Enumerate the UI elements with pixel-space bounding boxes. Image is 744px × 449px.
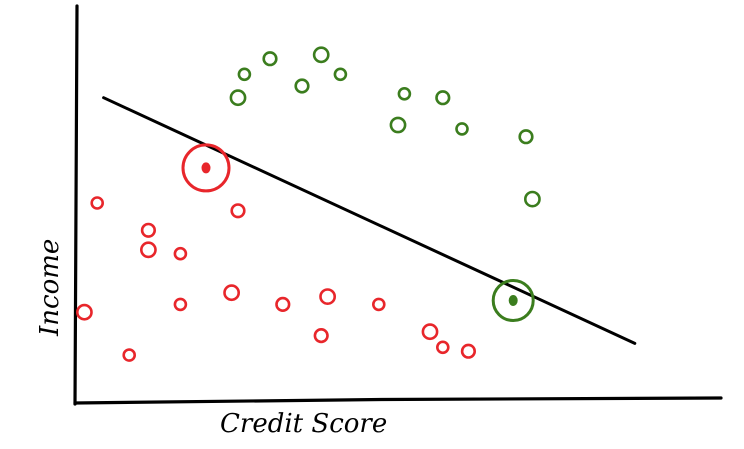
- data-point: [518, 129, 534, 145]
- highlighted-points: [181, 143, 535, 322]
- data-point: [90, 196, 104, 210]
- y-axis-label: Income: [35, 239, 65, 337]
- data-point: [223, 284, 240, 302]
- data-point: [76, 303, 93, 321]
- data-point: [389, 116, 407, 134]
- data-point: [435, 90, 451, 106]
- data-point: [333, 67, 348, 82]
- data-point: [140, 222, 156, 238]
- data-point: [312, 46, 330, 64]
- data-point: [524, 190, 541, 208]
- data-point: [262, 51, 278, 67]
- data-point: [229, 89, 247, 107]
- data-point: [455, 122, 469, 136]
- data-point: [371, 297, 386, 312]
- decision-boundary-line: [102, 96, 637, 345]
- data-point: [460, 343, 477, 359]
- highlight-ring: [181, 143, 231, 193]
- data-point: [397, 87, 412, 101]
- highlight-ring: [491, 279, 535, 322]
- data-point: [421, 323, 439, 341]
- data-point: [313, 328, 329, 344]
- data-point: [139, 241, 157, 259]
- data-point: [294, 78, 310, 94]
- data-point: [173, 246, 188, 261]
- data-point: [435, 340, 450, 355]
- data-point: [319, 288, 336, 305]
- x-axis-line: [73, 396, 723, 405]
- data-point: [122, 348, 136, 362]
- highlighted-point-dot: [508, 295, 518, 306]
- data-point: [230, 203, 246, 219]
- y-axis-line: [73, 4, 79, 406]
- x-axis-label: Credit Score: [220, 409, 387, 439]
- highlighted-point-dot: [201, 162, 211, 174]
- data-point: [275, 296, 291, 313]
- data-point: [237, 67, 252, 82]
- data-points: [76, 46, 541, 362]
- axes: [73, 4, 723, 406]
- data-point: [173, 297, 188, 312]
- decision-boundary-layer: [102, 96, 637, 345]
